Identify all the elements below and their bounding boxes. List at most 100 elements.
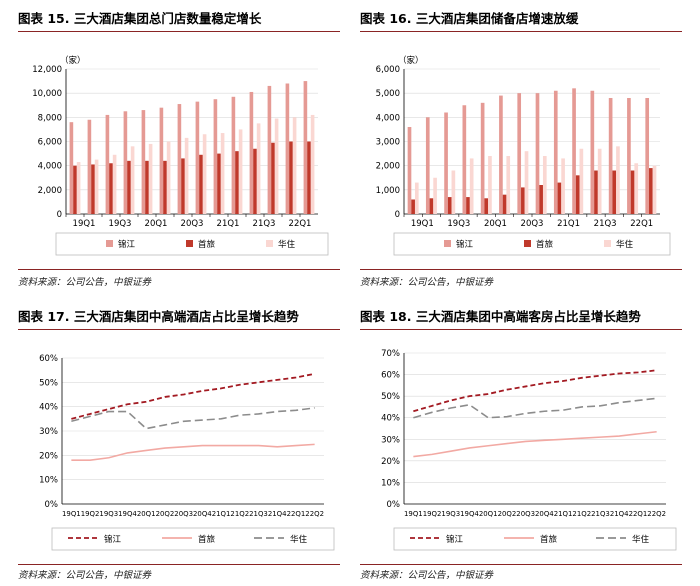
x-tick-label: 20Q2 [156, 509, 175, 518]
y-tick-label: 20% [381, 457, 400, 467]
bar-锦江-19Q3 [105, 114, 110, 214]
legend-swatch-锦江 [106, 240, 113, 247]
chart-panel-store-count: 图表 15. 三大酒店集团总门店数量稳定增长 （家） 0 2,000 4,000 6,0… [18, 10, 340, 288]
y-tick-label: 10% [381, 478, 400, 488]
bar-华住-20Q4 [542, 156, 547, 214]
bar-华住-19Q1 [414, 182, 419, 214]
bar-锦江-20Q4 [535, 93, 540, 214]
bar-首旅-21Q1 [557, 182, 562, 214]
x-tick-label: 20Q1 [145, 219, 168, 229]
bar-华住-21Q1 [561, 158, 565, 214]
bar-首旅-22Q1 [289, 141, 293, 214]
title-divider [360, 329, 682, 330]
legend-frame [51, 527, 335, 551]
y-tick-label: 5,000 [376, 89, 400, 99]
bar-锦江-21Q1 [553, 90, 558, 214]
x-tick-label: 21Q1 [554, 509, 573, 518]
x-tick-label: 20Q1 [484, 219, 507, 229]
x-tick-label: 19Q3 [447, 219, 470, 229]
bar-华住-22Q2 [310, 114, 315, 214]
x-tick-label: 20Q1 [479, 509, 498, 518]
bar-首旅-21Q4 [271, 142, 275, 214]
bar-锦江-20Q4 [195, 101, 200, 215]
bar-chart-pipeline: （家） 0 1,000 2,000 3,000 4,000 5,000 6,000 19Q1 19… [376, 55, 671, 256]
x-tick-label: 21Q3 [594, 219, 617, 229]
y-tick-label: 50% [39, 378, 58, 388]
line-series-华住 [413, 397, 657, 419]
y-tick-label: 4,000 [38, 162, 62, 172]
bar-华住-19Q2 [94, 159, 99, 215]
line-chart-midhigh-hotels: 0% 10% 20% 30% 40% 50% 60% 19Q1 19Q2 19Q3 19Q4 20Q1… [39, 354, 335, 551]
x-tick-label: 19Q3 [99, 509, 118, 518]
bar-首旅-22Q2 [307, 141, 311, 214]
source-note: 资料来源：公司公告，中银证券 [360, 570, 494, 581]
bar-首旅-21Q4 [612, 170, 617, 214]
line-series-锦江 [413, 369, 657, 413]
bar-锦江-22Q1 [285, 83, 290, 214]
x-tick-label: 19Q4 [118, 509, 137, 518]
x-tick-label: 21Q2 [572, 509, 591, 518]
bar-华住-19Q2 [433, 177, 437, 214]
legend-frame [393, 232, 671, 256]
bar-华住-19Q4 [469, 158, 474, 214]
x-tick-label: 21Q4 [268, 509, 287, 518]
bar-锦江-21Q3 [590, 90, 595, 214]
x-tick-label: 20Q2 [498, 509, 517, 518]
source-note: 资料来源：公司公告，中银证券 [18, 570, 152, 581]
x-tick-label: 19Q4 [460, 509, 479, 518]
source-note: 资料来源：公司公告，中银证券 [18, 277, 152, 288]
y-tick-label: 60% [381, 371, 400, 381]
bar-锦江-19Q4 [123, 111, 128, 214]
bar-锦江-19Q1 [407, 127, 412, 214]
y-tick-label: 6,000 [38, 138, 62, 148]
bar-首旅-19Q2 [91, 164, 95, 214]
x-tick-label: 20Q4 [535, 509, 554, 518]
bar-锦江-20Q3 [517, 93, 522, 214]
y-unit-label: （家） [398, 55, 424, 66]
x-tick-label: 19Q1 [73, 219, 96, 229]
x-tick-label: 22Q1 [287, 509, 306, 518]
legend-label-华住: 华住 [616, 239, 634, 250]
bar-首旅-20Q1 [484, 198, 489, 214]
x-tick-label: 19Q1 [62, 509, 81, 518]
bar-首旅-22Q1 [630, 170, 635, 214]
bar-华住-21Q2 [238, 129, 243, 214]
legend-swatch-华住 [604, 240, 611, 247]
y-tick-label: 10,000 [32, 89, 62, 99]
chart-panel-pipeline: 图表 16. 三大酒店集团储备店增速放缓 （家） 0 1,000 2,000 3,000… [360, 10, 682, 288]
title-divider [18, 329, 340, 330]
y-tick-label: 12,000 [32, 65, 62, 75]
y-tick-label: 2,000 [38, 186, 62, 196]
bar-锦江-19Q4 [462, 105, 467, 214]
legend-label-首旅: 首旅 [540, 534, 558, 545]
bar-锦江-22Q2 [303, 81, 308, 214]
legend-swatch-首旅 [186, 240, 193, 247]
y-tick-label: 60% [39, 354, 58, 364]
y-tick-label: 70% [381, 349, 400, 359]
bar-华住-21Q3 [597, 148, 602, 214]
bar-首旅-20Q4 [539, 185, 543, 214]
bar-华住-20Q2 [166, 141, 171, 214]
line-series-锦江 [71, 372, 315, 420]
bar-华住-21Q4 [274, 118, 279, 214]
x-tick-label: 21Q3 [249, 509, 268, 518]
bar-首旅-20Q2 [163, 160, 167, 214]
line-series-华住 [71, 407, 315, 430]
x-tick-label: 22Q2 [305, 509, 324, 518]
bar-锦江-21Q2 [572, 88, 576, 214]
legend-label-首旅: 首旅 [198, 534, 216, 545]
bar-首旅-19Q1 [73, 165, 77, 214]
y-tick-label: 10% [39, 476, 58, 486]
bar-首旅-21Q2 [575, 175, 580, 214]
bar-首旅-19Q2 [429, 198, 434, 214]
x-tick-label: 19Q2 [423, 509, 442, 518]
y-tick-label: 4,000 [376, 113, 400, 123]
x-tick-label: 19Q3 [441, 509, 460, 518]
bar-首旅-20Q4 [199, 154, 203, 214]
bar-首旅-20Q1 [145, 160, 149, 214]
x-tick-label: 22Q1 [629, 509, 648, 518]
legend-label-锦江: 锦江 [456, 239, 474, 250]
bar-华住-19Q3 [112, 154, 117, 214]
bar-华住-22Q1 [292, 117, 297, 214]
legend-label-首旅: 首旅 [536, 239, 554, 250]
